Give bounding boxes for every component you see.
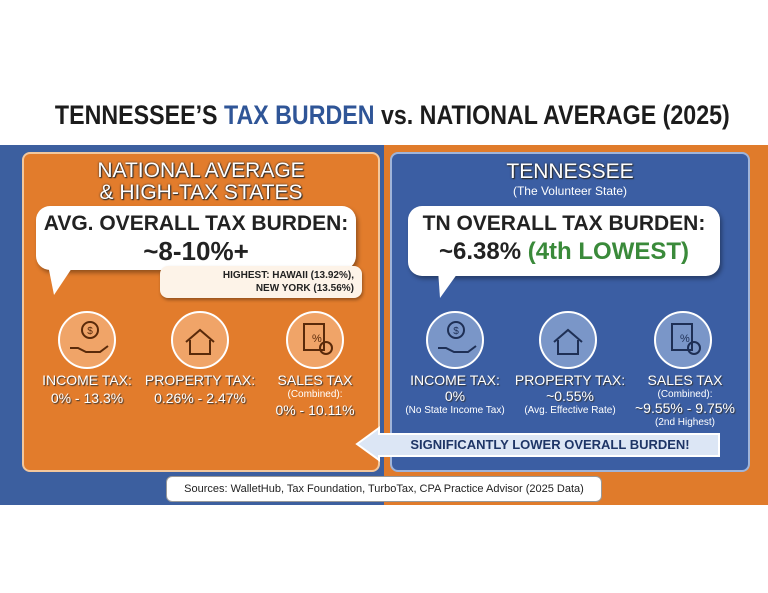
burden-value: ~8-10%+	[143, 236, 249, 266]
item-label: INCOME TAX:	[42, 372, 132, 388]
svg-text:%: %	[312, 333, 322, 345]
national-icons: $%	[58, 311, 344, 369]
national-heading: NATIONAL AVERAGE & HIGH-TAX STATES	[22, 160, 380, 204]
tn-burden: ~6.38% (4th LOWEST)	[408, 238, 720, 266]
item-value: 0%	[444, 388, 466, 404]
burden-label: TN OVERALL TAX BURDEN:	[422, 212, 706, 235]
item-value: ~0.55%	[546, 388, 594, 404]
title: TENNESSEE’S TAX BURDEN vs. NATIONAL AVER…	[0, 100, 768, 131]
tn-bubble	[408, 206, 720, 276]
national-bubble	[36, 206, 356, 270]
note-line: NEW YORK (13.56%)	[255, 283, 354, 294]
item-label: PROPERTY TAX:	[144, 372, 256, 388]
item-value: 0% - 13.3%	[50, 390, 124, 406]
item-note: (No State Income Tax)	[405, 405, 505, 416]
callout: SIGNIFICANTLY LOWER OVERALL BURDEN!	[410, 437, 690, 452]
svg-text:$: $	[87, 326, 93, 337]
title-suffix: vs. NATIONAL AVERAGE (2025)	[380, 100, 730, 130]
note-bubble: HIGHEST: HAWAII (13.92%), NEW YORK (13.56…	[160, 266, 362, 298]
item-note: (Avg. Effective Rate)	[524, 405, 616, 416]
bubble-tail	[438, 270, 460, 298]
burden-label: AVG. OVERALL TAX BURDEN:	[43, 212, 349, 235]
tn-heading: TENNESSEE	[506, 160, 634, 183]
item-value: ~9.55% - 9.75%	[634, 400, 735, 416]
burden-value: ~6.38%	[438, 238, 522, 265]
svg-text:$: $	[453, 326, 459, 337]
svg-text:%: %	[680, 333, 690, 345]
sources: Sources: WalletHub, Tax Foundation, Turb…	[166, 476, 602, 502]
callout-arrow	[355, 426, 720, 462]
bubble-tail	[48, 265, 74, 295]
item-label: PROPERTY TAX:	[514, 372, 626, 388]
heading-line: & HIGH-TAX STATES	[99, 181, 303, 204]
item-label: INCOME TAX:	[410, 372, 500, 388]
heading-line: NATIONAL AVERAGE	[97, 159, 305, 182]
item-sub: (Combined):	[657, 389, 713, 400]
tn-subheading: (The Volunteer State)	[512, 184, 628, 198]
rank: (4th LOWEST)	[527, 238, 690, 265]
note-line: HIGHEST: HAWAII (13.92%),	[222, 270, 354, 281]
item-label: SALES TAX	[647, 372, 723, 388]
title-prefix: TENNESSEE’S	[54, 100, 218, 130]
title-highlight: TAX BURDEN	[223, 100, 375, 130]
item-note: (2nd Highest)	[654, 417, 716, 428]
tn-icons: $%	[426, 311, 712, 369]
item-value: 0.26% - 2.47%	[154, 390, 246, 406]
item-sub: (Combined):	[287, 389, 343, 400]
item-label: SALES TAX	[277, 372, 353, 388]
item-value: 0% - 10.11%	[275, 402, 355, 418]
